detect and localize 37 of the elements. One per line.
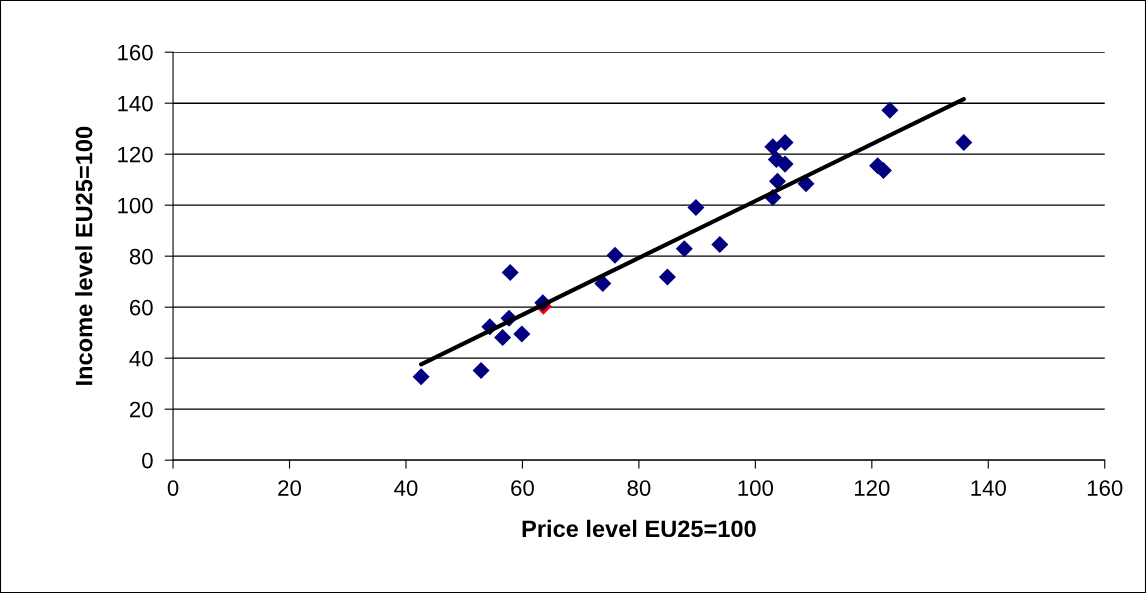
point — [494, 329, 512, 347]
x-tick-label: 80 — [627, 480, 651, 496]
point — [675, 240, 693, 258]
x-tick-label: 0 — [167, 480, 179, 496]
point — [472, 361, 490, 379]
y-tick-label: 20 — [130, 401, 153, 418]
point — [776, 155, 794, 173]
y-tick-label: 100 — [118, 197, 153, 214]
y-tick-label: 120 — [118, 146, 153, 163]
x-tick-label: 40 — [394, 480, 418, 496]
point — [776, 133, 794, 151]
x-tick-label: 100 — [738, 480, 774, 496]
x-tick-label: 120 — [854, 480, 890, 496]
y-tick-label: 0 — [142, 452, 153, 469]
point — [711, 235, 729, 253]
point — [606, 246, 624, 264]
point — [658, 268, 676, 286]
point — [955, 133, 973, 151]
point — [797, 175, 815, 193]
y-tick-label: 40 — [129, 350, 153, 367]
point — [768, 172, 786, 190]
y-axis-title: Income level EU25=100 — [75, 126, 93, 385]
x-tick-label: 160 — [1087, 480, 1123, 496]
x-tick-label: 140 — [971, 480, 1006, 496]
point — [513, 325, 531, 343]
x-tick-label: 60 — [511, 480, 534, 496]
x-tick-label: 20 — [278, 480, 301, 496]
y-tick-label: 160 — [118, 44, 153, 61]
point — [881, 101, 899, 119]
y-tick-label: 140 — [118, 95, 153, 112]
x-axis-title: Price level EU25=100 — [522, 519, 756, 538]
point — [501, 263, 519, 281]
point — [687, 198, 705, 216]
point — [764, 138, 782, 156]
point — [412, 368, 430, 386]
y-tick-label: 60 — [130, 299, 153, 316]
y-tick-label: 80 — [129, 248, 153, 265]
